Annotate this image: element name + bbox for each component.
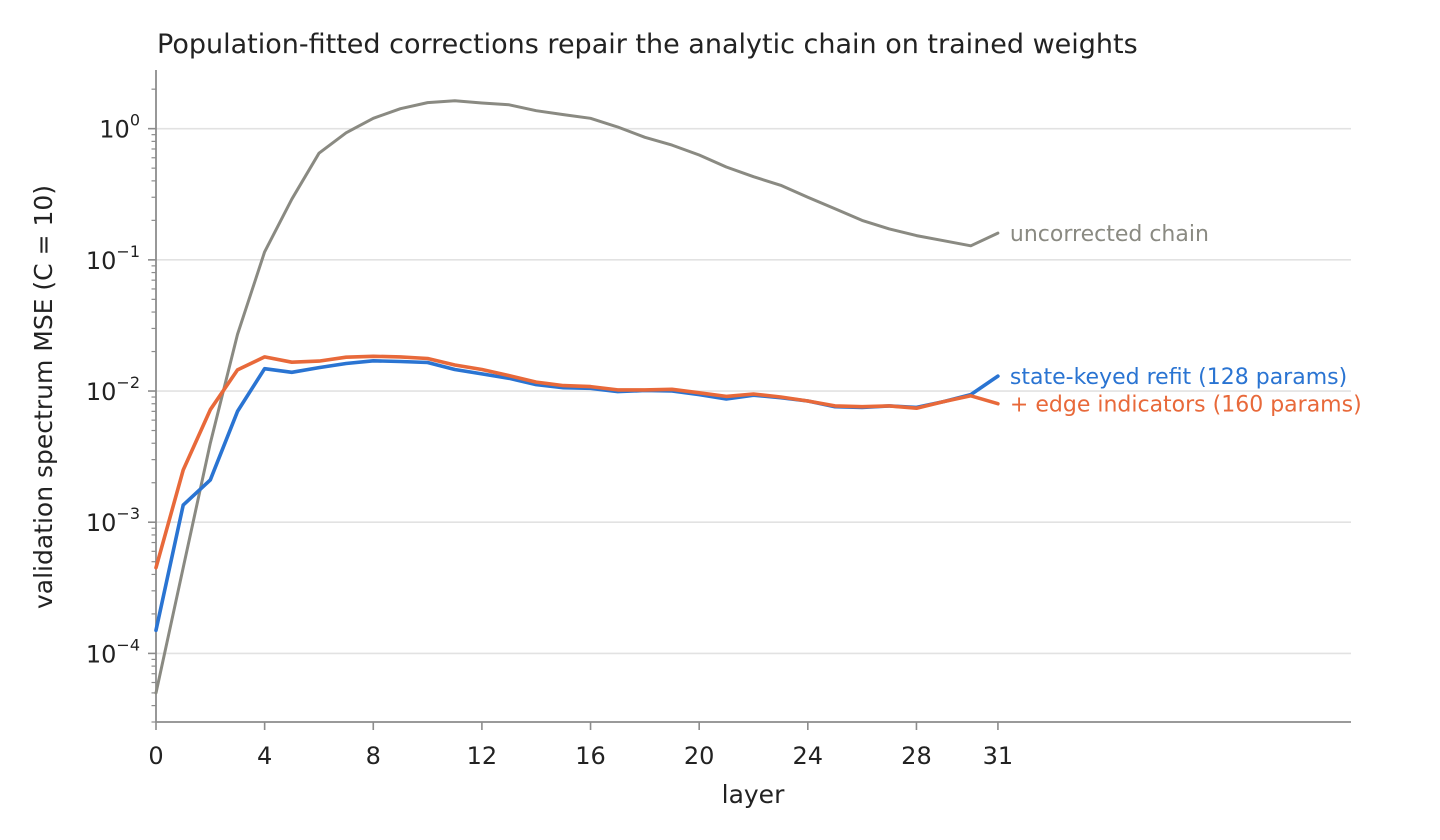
x-tick-label: 4 [257, 742, 272, 770]
gridlines [156, 127, 1351, 655]
y-axis-label: validation spectrum MSE (C = 10) [29, 185, 58, 609]
series-line-1 [154, 358, 1000, 633]
x-tick-label: 16 [575, 742, 606, 770]
chart-title: Population-fitted corrections repair the… [157, 29, 1138, 60]
series-label-0: uncorrected chain [1010, 222, 1209, 247]
series-line-2 [154, 354, 1000, 570]
series-line-0 [154, 99, 1000, 695]
x-axis-label: layer [722, 780, 785, 809]
axes: 0 4 8 12 16 20 24 28 31 10−4 10−3 10−2 10−1 100 [86, 70, 1351, 770]
y-tick-label: 10−2 [86, 373, 140, 406]
series-lines [154, 99, 1000, 695]
y-tick-label: 10−3 [86, 504, 140, 537]
y-tick-label: 10−4 [86, 635, 140, 668]
y-tick-label: 10−1 [86, 242, 140, 275]
x-tick-label: 12 [467, 742, 498, 770]
series-label-1: state-keyed refit (128 params) [1010, 365, 1347, 390]
x-tick-label: 8 [366, 742, 381, 770]
x-tick-label: 20 [684, 742, 715, 770]
x-tick-label: 28 [901, 742, 932, 770]
x-tick-label: 24 [793, 742, 824, 770]
y-tick-label: 100 [99, 111, 140, 144]
x-tick-label: 31 [983, 742, 1014, 770]
series-labels: uncorrected chain state-keyed refit (128 … [1010, 222, 1362, 418]
series-label-2: + edge indicators (160 params) [1010, 393, 1362, 418]
x-tick-label: 0 [148, 742, 163, 770]
